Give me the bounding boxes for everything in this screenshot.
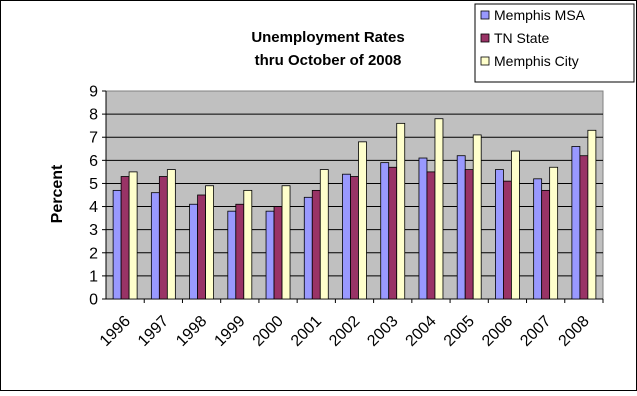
legend-swatch-memphis-city (480, 56, 490, 66)
chart-title-line-1: Unemployment Rates (251, 29, 404, 46)
bar-memphis-city-2008 (587, 129, 597, 300)
chart-title-line-2: thru October of 2008 (255, 52, 402, 69)
bar-memphis-city-2005 (472, 134, 482, 300)
bar-memphis-msa-2006 (495, 169, 504, 300)
y-tick-label: 6 (89, 153, 98, 170)
bar-memphis-city-1999 (243, 189, 253, 300)
bar-tn-state-2001 (311, 189, 321, 300)
bar-tn-state-2005 (464, 169, 474, 300)
bar-memphis-city-2000 (281, 185, 291, 300)
y-axis-label: Percent (49, 164, 66, 223)
bar-memphis-msa-2005 (456, 155, 466, 300)
bar-memphis-msa-2002 (342, 173, 351, 300)
bar-tn-state-1996 (120, 176, 130, 300)
bar-memphis-msa-2003 (380, 162, 390, 300)
y-tick-label: 9 (89, 84, 98, 101)
bar-memphis-msa-1996 (112, 189, 122, 300)
bar-memphis-city-2002 (358, 141, 367, 300)
bar-tn-state-2000 (273, 206, 283, 300)
bar-tn-state-2006 (503, 180, 512, 300)
bar-tn-state-1999 (235, 203, 245, 300)
legend-swatch-memphis-msa (480, 10, 490, 20)
bar-memphis-msa-2007 (533, 178, 543, 300)
bar-tn-state-1998 (197, 194, 206, 300)
bar-memphis-msa-2004 (418, 157, 428, 300)
y-tick-label: 1 (89, 268, 98, 285)
y-tick-label: 5 (89, 176, 98, 193)
bar-memphis-city-1996 (128, 171, 138, 300)
bar-memphis-msa-1997 (150, 192, 160, 300)
bar-tn-state-1997 (158, 176, 168, 300)
legend-swatch-tn-state (480, 33, 490, 43)
bar-tn-state-2002 (350, 176, 359, 300)
y-tick-label: 7 (89, 130, 98, 147)
bar-memphis-msa-1998 (189, 203, 198, 300)
y-tick-label: 2 (89, 245, 98, 262)
bar-memphis-msa-2008 (571, 146, 581, 300)
bar-memphis-city-2004 (434, 118, 444, 300)
y-tick-label: 0 (89, 292, 98, 309)
legend-label-memphis-city: Memphis City (494, 53, 579, 69)
bar-memphis-city-2007 (549, 166, 559, 300)
legend-label-tn-state: TN State (494, 30, 549, 46)
y-tick-label: 3 (89, 222, 98, 239)
bar-memphis-city-2001 (319, 169, 329, 300)
bar-memphis-city-1997 (166, 169, 176, 300)
bar-memphis-msa-2000 (265, 210, 275, 300)
y-tick-label: 4 (89, 199, 98, 216)
bar-memphis-city-1998 (205, 185, 214, 300)
bar-memphis-city-2006 (511, 150, 520, 300)
bar-memphis-city-2003 (396, 122, 406, 300)
legend: Memphis MSA TN State Memphis City (474, 3, 635, 83)
legend-box (474, 3, 635, 83)
y-tick-label: 8 (89, 107, 98, 124)
bar-memphis-msa-1999 (227, 210, 237, 300)
bar-tn-state-2008 (579, 155, 589, 300)
bar-tn-state-2003 (388, 166, 398, 300)
bar-memphis-msa-2001 (303, 196, 313, 300)
bar-tn-state-2004 (426, 171, 436, 300)
legend-label-memphis-msa: Memphis MSA (494, 7, 586, 23)
bar-tn-state-2007 (541, 189, 551, 300)
